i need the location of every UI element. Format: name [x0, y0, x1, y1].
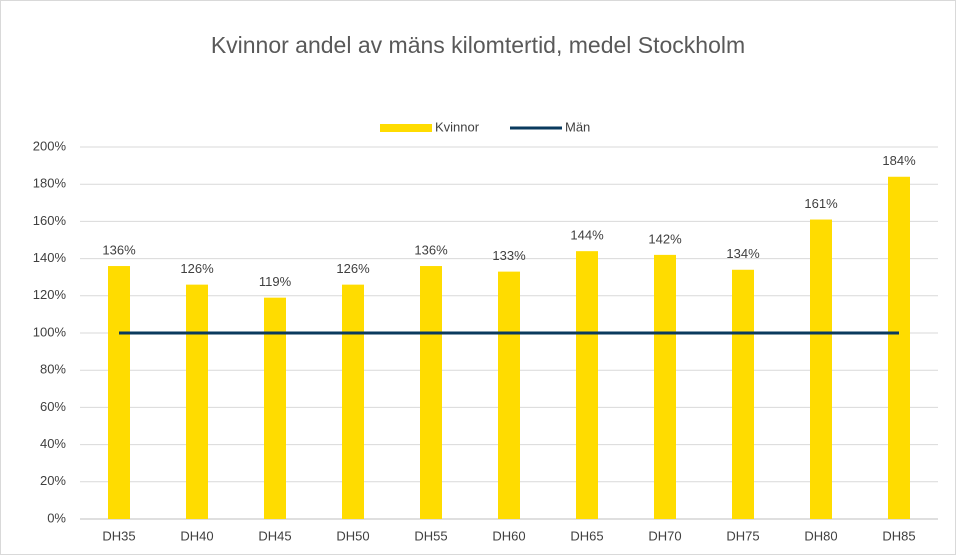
bar	[342, 284, 364, 519]
y-tick-label: 80%	[40, 362, 66, 377]
y-tick-label: 100%	[33, 324, 67, 339]
x-tick-label: DH50	[336, 528, 369, 543]
x-tick-label: DH80	[804, 528, 837, 543]
bar	[732, 269, 754, 519]
y-tick-label: 140%	[33, 250, 67, 265]
x-tick-label: DH75	[726, 528, 759, 543]
y-tick-label: 120%	[33, 287, 67, 302]
data-label: 136%	[414, 242, 448, 257]
data-label: 126%	[336, 261, 370, 276]
x-tick-label: DH35	[102, 528, 135, 543]
y-tick-label: 60%	[40, 399, 66, 414]
data-label: 134%	[726, 246, 760, 261]
bar	[576, 251, 598, 519]
bar	[108, 266, 130, 519]
x-tick-label: DH60	[492, 528, 525, 543]
x-tick-label: DH40	[180, 528, 213, 543]
data-label: 126%	[180, 261, 214, 276]
y-tick-label: 180%	[33, 176, 67, 191]
x-tick-label: DH55	[414, 528, 447, 543]
data-label: 144%	[570, 228, 604, 243]
bar	[654, 254, 676, 519]
x-tick-label: DH70	[648, 528, 681, 543]
y-tick-label: 200%	[33, 138, 67, 153]
data-label: 142%	[648, 231, 682, 246]
y-tick-label: 40%	[40, 436, 66, 451]
x-tick-label: DH85	[882, 528, 915, 543]
bar	[420, 266, 442, 519]
chart-title: Kvinnor andel av mäns kilomtertid, medel…	[211, 32, 745, 58]
bar	[264, 297, 286, 519]
bar	[186, 284, 208, 519]
x-tick-label: DH45	[258, 528, 291, 543]
y-tick-label: 0%	[47, 510, 66, 525]
data-label: 133%	[492, 248, 526, 263]
y-tick-label: 160%	[33, 213, 67, 228]
data-label: 119%	[259, 274, 292, 289]
bar	[888, 176, 910, 519]
bar	[810, 219, 832, 520]
bar	[498, 271, 520, 519]
data-label: 161%	[804, 196, 838, 211]
data-label: 184%	[882, 153, 916, 168]
x-tick-label: DH65	[570, 528, 603, 543]
legend-label: Kvinnor	[435, 119, 480, 134]
legend-swatch	[380, 124, 432, 132]
data-label: 136%	[102, 242, 136, 257]
y-tick-label: 20%	[40, 473, 66, 488]
legend-label: Män	[565, 119, 590, 134]
